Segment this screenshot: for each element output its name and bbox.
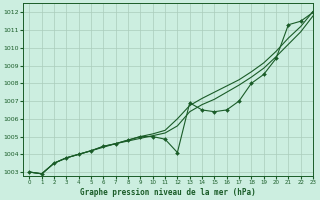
X-axis label: Graphe pression niveau de la mer (hPa): Graphe pression niveau de la mer (hPa) bbox=[80, 188, 256, 197]
